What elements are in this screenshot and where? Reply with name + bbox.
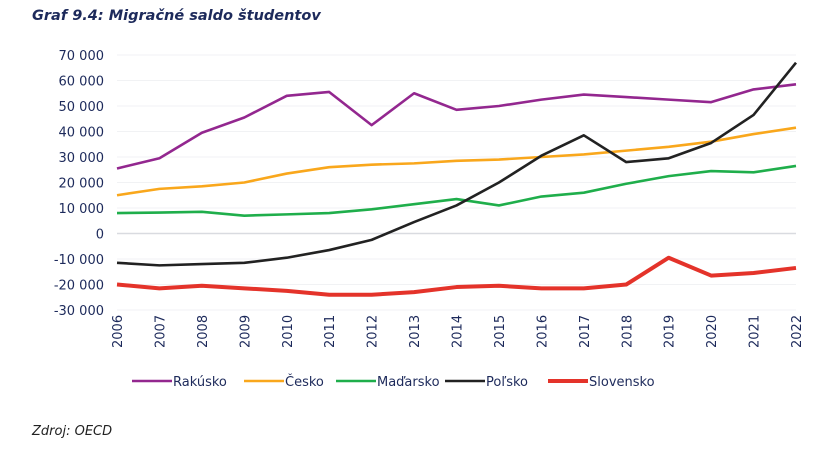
x-tick-label: 2006	[111, 315, 126, 348]
y-tick-label: 70 000	[59, 49, 105, 64]
x-tick-label: 2015	[493, 315, 508, 348]
series-line-rakúsko	[116, 83, 797, 170]
y-tick-label: 20 000	[59, 177, 105, 192]
x-tick-label: 2014	[451, 315, 466, 348]
series-line-slovensko	[116, 255, 797, 297]
y-tick-label: -20 000	[54, 279, 104, 294]
y-tick-label: 40 000	[59, 126, 105, 141]
series-line-česko	[116, 126, 797, 197]
x-tick-label: 2022	[790, 315, 805, 348]
y-tick-label: 60 000	[59, 75, 105, 90]
legend-label: Poľsko	[486, 375, 528, 390]
y-tick-label: 0	[96, 228, 104, 243]
source-note: Zdroj: OECD	[32, 424, 113, 439]
series-line-poľsko	[116, 61, 798, 267]
x-tick-label: 2012	[366, 315, 381, 348]
y-tick-label: 50 000	[59, 100, 105, 115]
chart-title: Graf 9.4: Migračné saldo študentov	[32, 8, 321, 24]
x-tick-label: 2009	[238, 315, 253, 348]
x-tick-label: 2011	[323, 315, 338, 348]
legend-label: Rakúsko	[173, 375, 227, 390]
legend-label: Česko	[285, 374, 324, 390]
series-line-maďarsko	[116, 164, 797, 217]
x-tick-label: 2021	[748, 315, 763, 348]
y-tick-label: -10 000	[54, 253, 104, 268]
y-tick-label: 30 000	[59, 151, 105, 166]
y-tick-label: -30 000	[54, 304, 104, 319]
x-tick-label: 2018	[620, 315, 635, 348]
x-tick-label: 2016	[535, 315, 550, 348]
x-tick-label: 2019	[663, 315, 678, 348]
x-tick-label: 2007	[153, 315, 168, 348]
legend-label: Slovensko	[589, 375, 655, 390]
y-tick-label: 10 000	[59, 202, 105, 217]
legend-label: Maďarsko	[377, 375, 440, 390]
x-tick-label: 2013	[408, 315, 423, 348]
x-tick-label: 2020	[705, 315, 720, 348]
x-tick-label: 2008	[196, 315, 211, 348]
x-tick-label: 2017	[578, 315, 593, 348]
x-tick-label: 2010	[281, 315, 296, 348]
